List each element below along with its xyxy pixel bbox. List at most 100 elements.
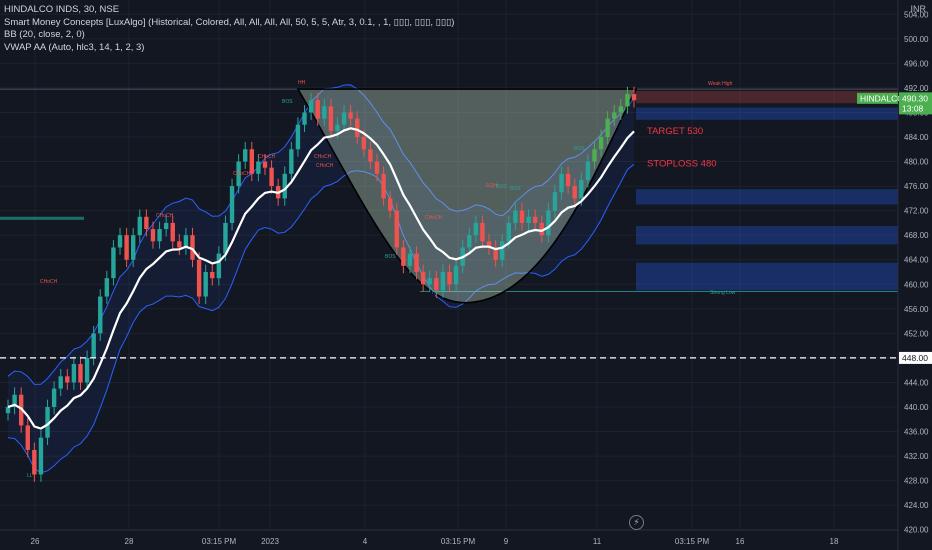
candle-body [190, 235, 195, 260]
candle-body [539, 222, 544, 236]
price-tick-label: 456.00 [904, 305, 929, 314]
smc-label: CHoCH [316, 163, 334, 169]
candle-body [229, 186, 235, 223]
candle-body [401, 247, 406, 266]
price-tick-label: 468.00 [904, 231, 929, 240]
smc-label: BOS [574, 146, 585, 152]
last-price-badge [899, 92, 932, 115]
candle-body [374, 161, 380, 174]
candle-body [579, 179, 584, 199]
price-tick-label: 436.00 [904, 428, 929, 437]
candle-body [625, 94, 630, 107]
candle-body [414, 253, 419, 272]
time-tick-label: 03:15 PM [675, 537, 710, 546]
candle-body [12, 394, 17, 407]
time-tick-label: 16 [736, 537, 745, 546]
candle-body [532, 216, 538, 223]
indicator-bb[interactable]: BB (20, close, 2, 0) [4, 29, 85, 40]
candle-body [513, 210, 518, 223]
vwap-line [7, 127, 635, 430]
price-tick-label: 452.00 [904, 329, 929, 338]
candle-body [65, 376, 70, 383]
candle-body [427, 278, 432, 285]
smc-label: HH [298, 80, 306, 86]
smc-label: HL [432, 290, 439, 296]
candle-body [71, 364, 77, 383]
candle-body [559, 173, 564, 193]
candle-body [210, 272, 215, 279]
candle-body [355, 118, 360, 137]
candle-body [144, 216, 149, 230]
candle-body [447, 272, 452, 285]
candle-body [546, 210, 551, 236]
time-tick-label: 03:15 PM [441, 537, 476, 546]
indicator-smc[interactable]: Smart Money Concepts [LuxAlgo] (Historic… [4, 16, 455, 28]
smc-label: CHoCH [425, 215, 443, 221]
currency-label: INR [910, 4, 927, 14]
smc-label: CHoCH [258, 154, 276, 160]
target-annotation: TARGET 530 [647, 126, 703, 137]
candle-body [526, 216, 531, 223]
candle-body [170, 222, 175, 242]
candle-body [58, 376, 63, 389]
price-axis[interactable]: 504.00500.00496.00492.00488.00484.00480.… [897, 0, 929, 550]
candle-body [177, 241, 182, 248]
smc-label: Strong Low [710, 290, 736, 296]
price-tick-label: 504.00 [904, 10, 929, 19]
candle-body [163, 222, 169, 230]
candle-body [440, 272, 446, 291]
cup-pattern-drawing[interactable] [296, 88, 638, 304]
time-axis[interactable]: 26 28 03:15 PM 2023 4 03:15 PM 9 11 03:15 PM 16 18 [0, 529, 898, 546]
candle-body [91, 333, 96, 358]
candle-body [117, 235, 123, 248]
countdown-text: 13:08 [902, 103, 924, 113]
lightning-icon[interactable]: ⚡ [629, 515, 644, 530]
smc-zone [636, 90, 898, 104]
candle-body [289, 149, 294, 174]
candle-body [150, 229, 156, 242]
smc-label: CHoCH [156, 213, 174, 219]
candle-body [216, 253, 222, 279]
candle-body [236, 161, 241, 187]
time-tick-label: 4 [363, 537, 368, 546]
candle-body [223, 222, 228, 254]
candle-body [585, 161, 591, 180]
time-tick-label: 26 [31, 537, 40, 546]
symbol-badge-text: HINDALCO [860, 93, 904, 103]
symbol-badge [857, 92, 898, 104]
candle-body [605, 118, 610, 137]
price-tick-label: 476.00 [904, 182, 929, 191]
dashed-level-label: 448.00 [899, 351, 932, 364]
price-tick-label: 496.00 [904, 59, 929, 68]
candle-body [98, 296, 103, 334]
candle-body [473, 222, 479, 236]
candle-body [480, 222, 485, 242]
candle-body [249, 149, 255, 174]
smc-label: CHoCH [233, 171, 251, 177]
candle-body [308, 100, 314, 113]
candle-body [45, 407, 50, 438]
candle-body [618, 106, 624, 113]
price-tick-label: 492.00 [904, 84, 929, 93]
indicator-vwap[interactable]: VWAP AA (Auto, hlc3, 14, 1, 2, 3) [4, 41, 145, 53]
level-badge [899, 351, 932, 364]
smc-label: BOS [282, 99, 293, 105]
candle-body [598, 137, 604, 150]
time-tick-label: 11 [593, 537, 602, 546]
price-tick-label: 480.00 [904, 158, 929, 167]
candle-body [519, 210, 525, 223]
symbol-title[interactable]: HINDALCO INDS, 30, NSE [4, 4, 120, 15]
candle-body [394, 210, 399, 248]
price-tick-label: 444.00 [904, 378, 929, 387]
candle-body [38, 437, 44, 475]
last-price-text: 490.30 [902, 93, 928, 103]
candle-body [341, 112, 347, 125]
smc-labels: HHBOSBOSCHoCHCHoCHCHoCHCHoCHCHoCHCHoCHCH… [27, 80, 736, 479]
price-tick-label: 432.00 [904, 452, 929, 461]
candle-body [493, 247, 498, 260]
price-tick-label: 500.00 [904, 35, 929, 44]
candle-body [506, 222, 511, 242]
candle-body [111, 247, 116, 279]
candle-body [500, 241, 505, 260]
